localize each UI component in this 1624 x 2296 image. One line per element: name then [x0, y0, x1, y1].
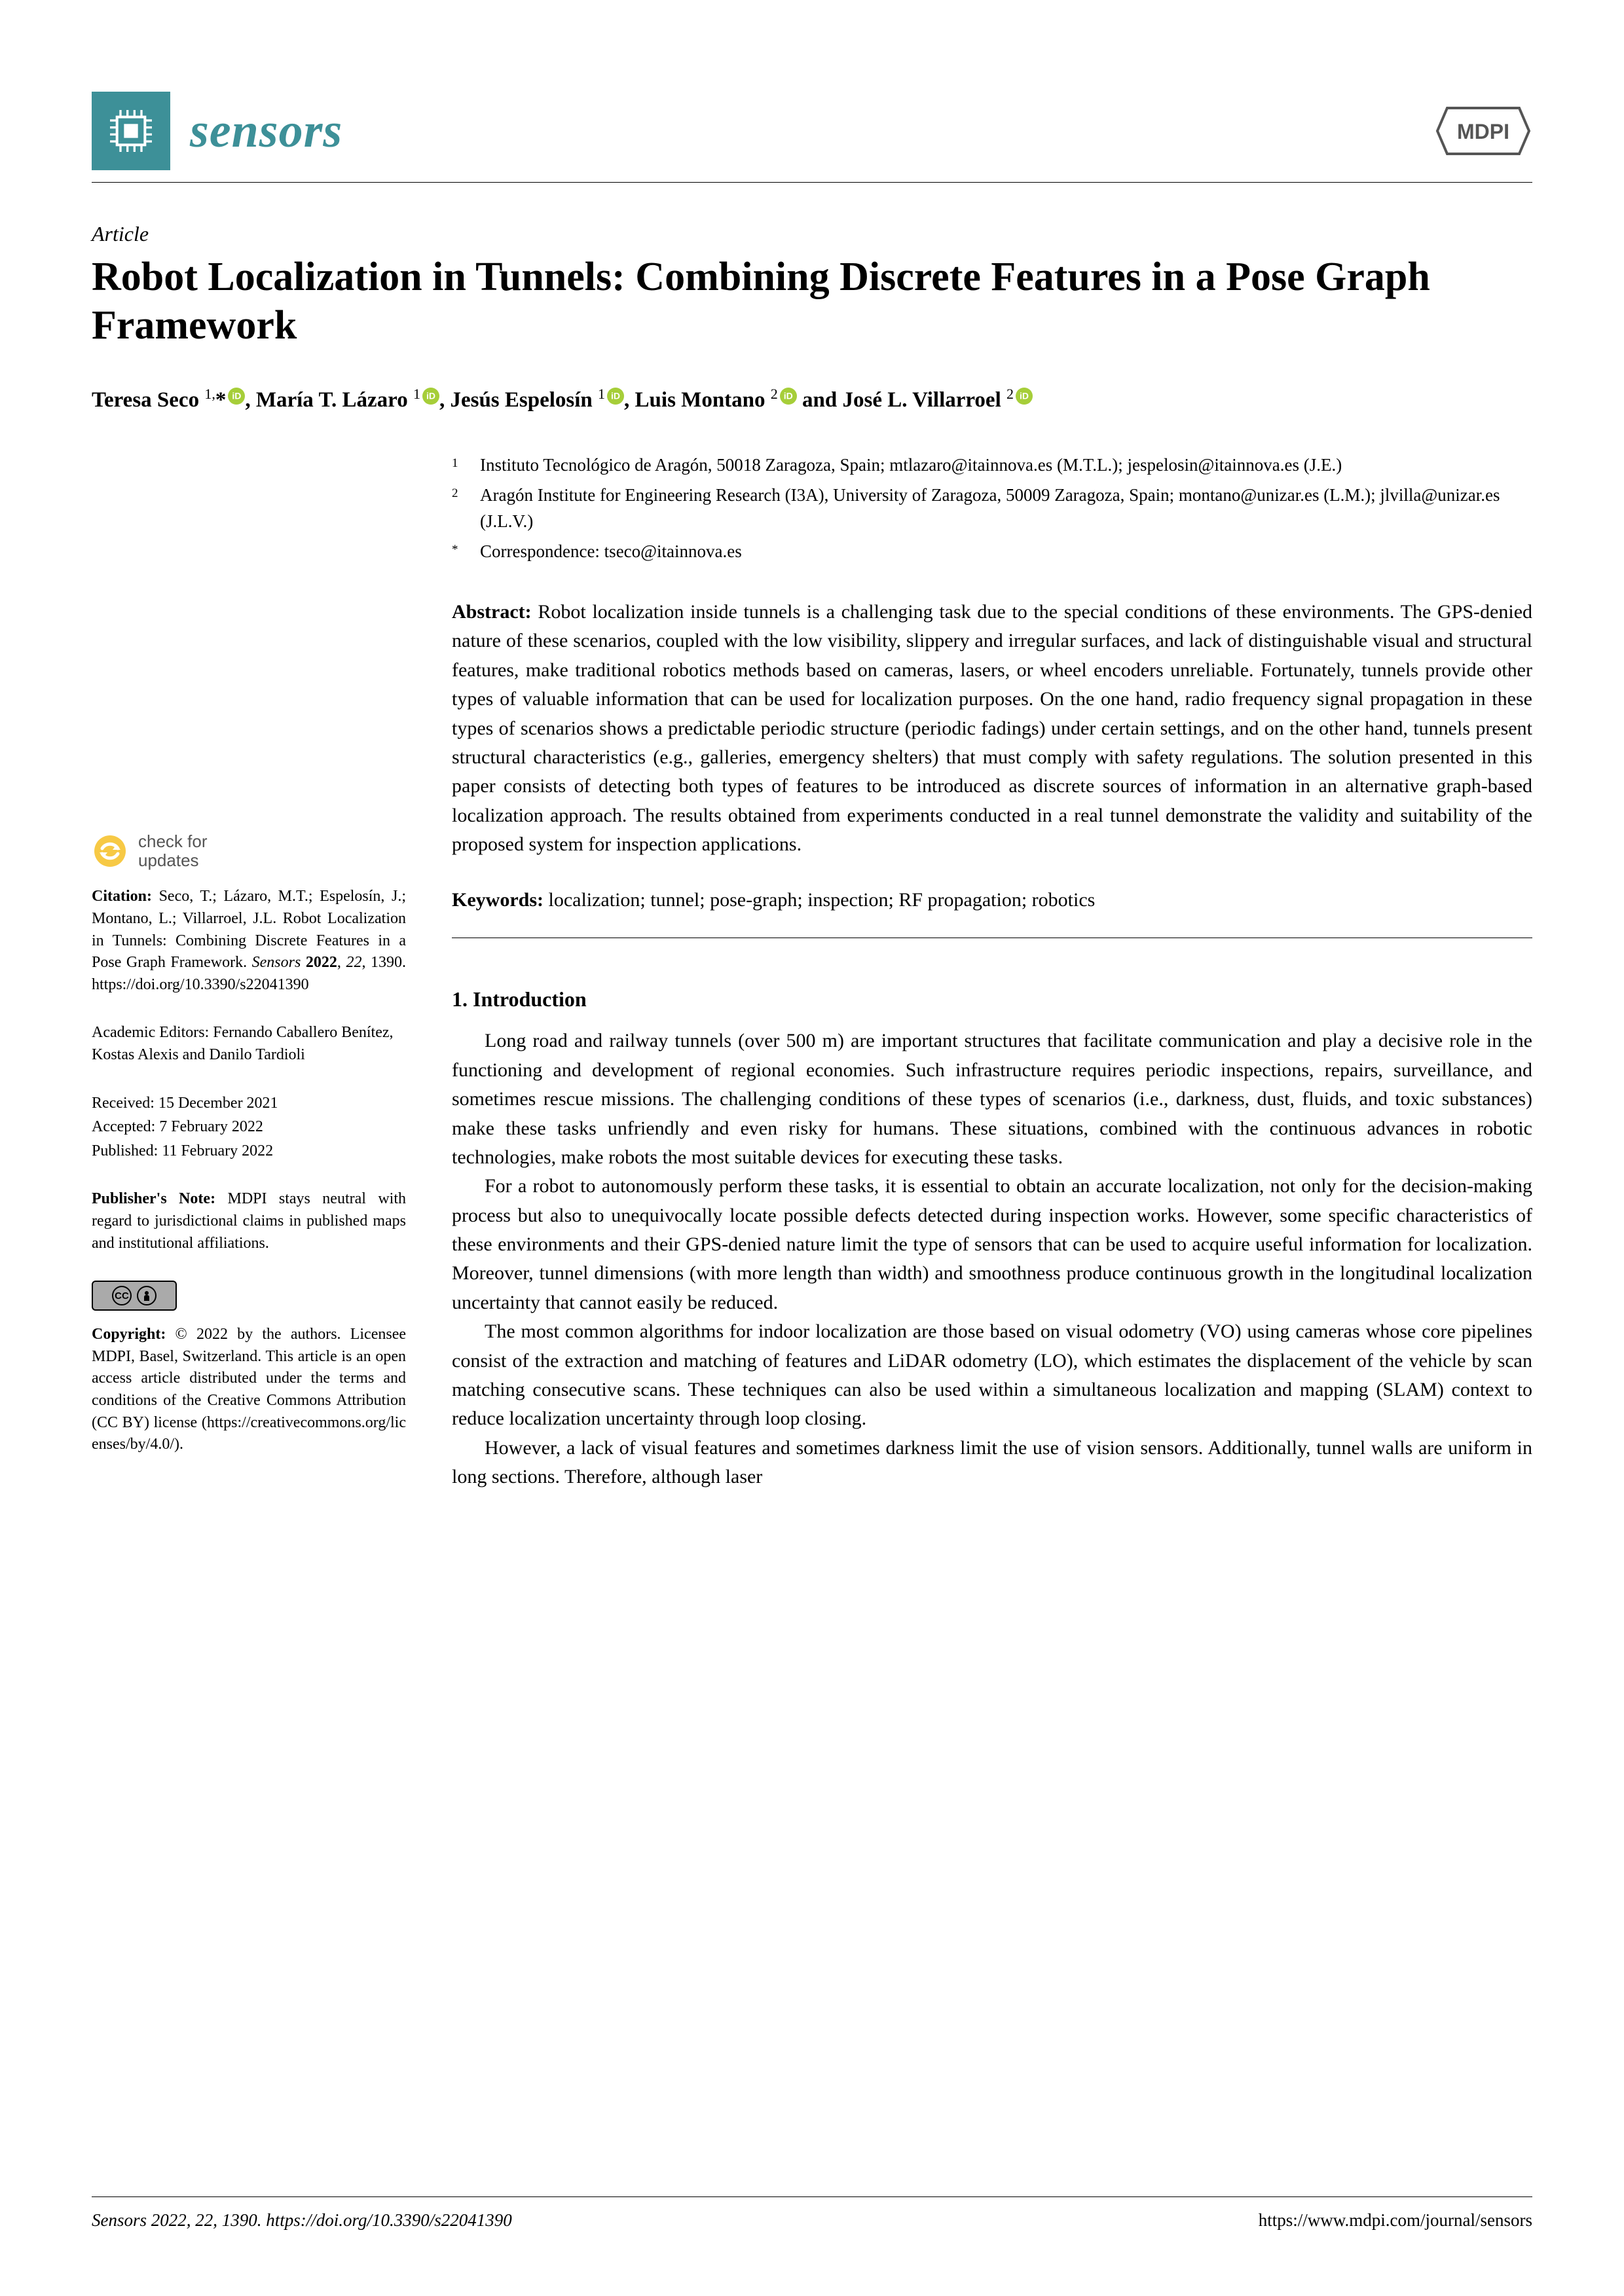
mdpi-logo: MDPI — [1434, 98, 1532, 164]
body-paragraph: Long road and railway tunnels (over 500 … — [452, 1027, 1532, 1172]
article-type: Article — [92, 222, 1532, 246]
svg-text:MDPI: MDPI — [1457, 120, 1509, 143]
date-received: Received: 15 December 2021 — [92, 1093, 406, 1115]
citation-block: Citation: Seco, T.; Lázaro, M.T.; Espelo… — [92, 886, 406, 996]
article-title: Robot Localization in Tunnels: Combining… — [92, 253, 1532, 350]
cc-icon: CC — [112, 1286, 132, 1305]
check-updates-text: check forupdates — [138, 832, 208, 869]
body-text: Long road and railway tunnels (over 500 … — [452, 1027, 1532, 1491]
footer-left: Sensors 2022, 22, 1390. https://doi.org/… — [92, 2210, 512, 2231]
sensor-chip-icon — [105, 105, 157, 157]
main-content: 1 Instituto Tecnológico de Aragón, 50018 … — [452, 452, 1532, 1491]
publishers-note: Publisher's Note: MDPI stays neutral wit… — [92, 1188, 406, 1254]
keywords-label: Keywords: — [452, 889, 544, 911]
pub-note-label: Publisher's Note: — [92, 1190, 215, 1207]
sidebar: check forupdates Citation: Seco, T.; Láz… — [92, 452, 406, 1491]
editors-block: Academic Editors: Fernando Caballero Ben… — [92, 1022, 406, 1066]
copyright-label: Copyright: — [92, 1326, 166, 1343]
abstract-label: Abstract: — [452, 601, 532, 623]
date-published: Published: 11 February 2022 — [92, 1140, 406, 1163]
citation-label: Citation: — [92, 888, 152, 905]
dates-block: Received: 15 December 2021 Accepted: 7 F… — [92, 1093, 406, 1163]
page-header: sensors MDPI — [92, 92, 1532, 183]
journal-icon — [92, 92, 170, 170]
abstract: Abstract: Robot localization inside tunn… — [452, 598, 1532, 860]
affil-text: Correspondence: tseco@itainnova.es — [480, 539, 1532, 565]
abstract-text: Robot localization inside tunnels is a c… — [452, 601, 1532, 855]
journal-name: sensors — [190, 103, 342, 159]
affiliation-row: 2 Aragón Institute for Engineering Resear… — [452, 483, 1532, 535]
by-icon — [137, 1286, 157, 1305]
keywords: Keywords: localization; tunnel; pose-gra… — [452, 886, 1532, 915]
affiliation-row: * Correspondence: tseco@itainnova.es — [452, 539, 1532, 565]
affiliation-row: 1 Instituto Tecnológico de Aragón, 50018 … — [452, 452, 1532, 479]
check-updates-icon — [92, 833, 128, 869]
editors-label: Academic Editors: — [92, 1024, 209, 1041]
affiliations: 1 Instituto Tecnológico de Aragón, 50018 … — [452, 452, 1532, 565]
cc-by-badge[interactable]: CC — [92, 1281, 177, 1311]
page-footer: Sensors 2022, 22, 1390. https://doi.org/… — [92, 2196, 1532, 2231]
copyright-text: © 2022 by the authors. Licensee MDPI, Ba… — [92, 1326, 406, 1453]
body-paragraph: The most common algorithms for indoor lo… — [452, 1317, 1532, 1434]
check-updates-badge[interactable]: check forupdates — [92, 832, 406, 869]
affil-marker: 2 — [452, 483, 464, 535]
keywords-text: localization; tunnel; pose-graph; inspec… — [548, 889, 1095, 911]
affil-text: Aragón Institute for Engineering Researc… — [480, 483, 1532, 535]
affil-text: Instituto Tecnológico de Aragón, 50018 Z… — [480, 452, 1532, 479]
authors-line: Teresa Seco 1,*, María T. Lázaro 1, Jesú… — [92, 383, 1532, 417]
footer-right: https://www.mdpi.com/journal/sensors — [1259, 2210, 1532, 2231]
body-paragraph: For a robot to autonomously perform thes… — [452, 1172, 1532, 1317]
section-heading-intro: 1. Introduction — [452, 984, 1532, 1015]
journal-brand: sensors — [92, 92, 342, 170]
copyright-block: Copyright: © 2022 by the authors. Licens… — [92, 1324, 406, 1456]
date-accepted: Accepted: 7 February 2022 — [92, 1116, 406, 1139]
affil-marker: 1 — [452, 452, 464, 479]
body-paragraph: However, a lack of visual features and s… — [452, 1434, 1532, 1492]
affil-marker: * — [452, 539, 464, 565]
